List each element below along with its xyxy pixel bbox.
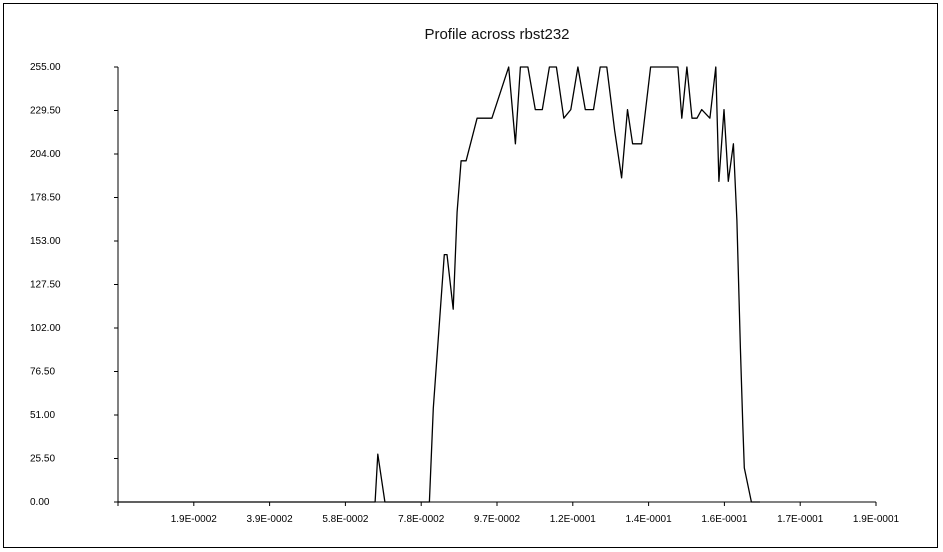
y-axis-ticks: 0.00 25.50 51.00 76.50 102.00 127.50 153.00 178… [30,62,118,508]
y-tick-label: 229.50 [30,106,61,117]
x-tick-label: 1.4E-0001 [626,514,673,525]
x-tick-label: 3.9E-0002 [247,514,294,525]
x-tick-label: 1.9E-0001 [853,514,900,525]
y-tick-label: 255.00 [30,62,61,73]
y-tick-label: 204.00 [30,149,61,160]
plot-area [118,66,760,503]
y-tick-label: 25.50 [30,454,55,465]
x-tick-label: 1.6E-0001 [701,514,748,525]
x-tick-label: 9.7E-0002 [474,514,521,525]
x-tick-label: 1.9E-0002 [171,514,218,525]
x-tick-label: 5.8E-0002 [322,514,369,525]
y-tick-label: 102.00 [30,323,61,334]
y-tick-label: 127.50 [30,280,61,291]
y-tick-label: 0.00 [30,497,50,508]
profile-line [118,66,760,503]
x-tick-label: 1.7E-0001 [777,514,824,525]
x-tick-label: 1.2E-0001 [550,514,597,525]
y-tick-label: 51.00 [30,410,55,421]
chart-title: Profile across rbst232 [424,26,569,43]
chart-frame [3,3,938,548]
y-tick-label: 178.50 [30,193,61,204]
y-tick-label: 76.50 [30,367,55,378]
x-tick-label: 7.8E-0002 [398,514,445,525]
x-axis-ticks: 1.9E-0002 3.9E-0002 5.8E-0002 7.8E-0002 9.7E… [117,502,900,525]
y-tick-label: 153.00 [30,236,61,247]
chart-axes [117,67,876,503]
